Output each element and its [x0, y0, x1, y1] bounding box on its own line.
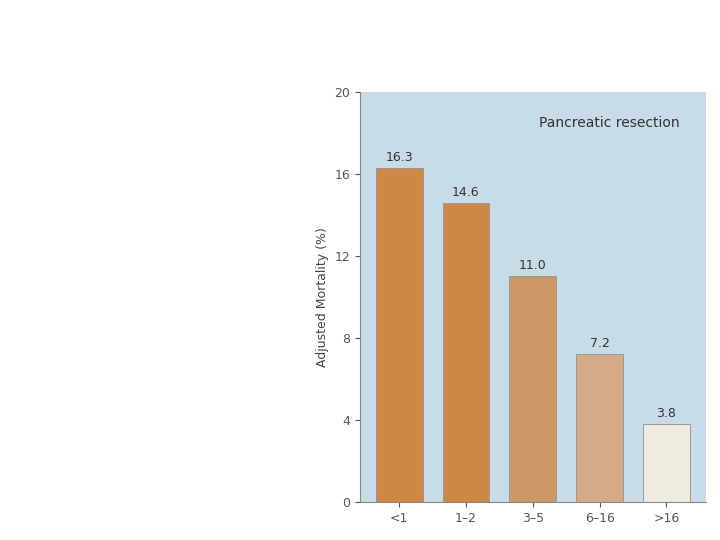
Text: Hospital volume and mortality: Hospital volume and mortality	[13, 30, 632, 64]
Text: 3.8: 3.8	[657, 407, 676, 420]
Bar	[443, 202, 490, 502]
Text: 7.2: 7.2	[590, 338, 610, 350]
Text: 14.6: 14.6	[452, 186, 480, 199]
Y-axis label: Adjusted Mortality (%): Adjusted Mortality (%)	[316, 227, 329, 367]
Bar	[576, 354, 623, 502]
Text: 11.0: 11.0	[519, 259, 546, 272]
Bar	[510, 276, 556, 502]
Bar	[376, 168, 423, 502]
Text: Pancreatic resection: Pancreatic resection	[539, 117, 679, 131]
Bar	[643, 424, 690, 502]
Text: 16.3: 16.3	[385, 151, 413, 164]
